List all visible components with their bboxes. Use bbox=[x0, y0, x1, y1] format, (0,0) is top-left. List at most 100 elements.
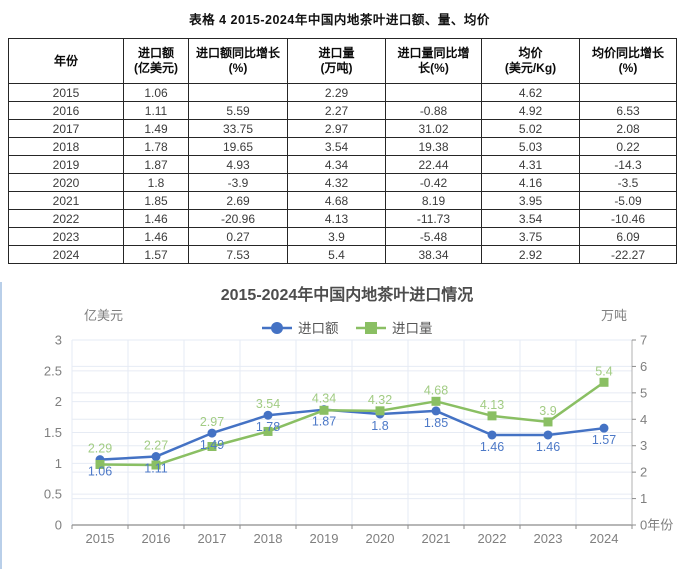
import-value-data-label: 1.57 bbox=[592, 433, 616, 447]
table-cell: 2017 bbox=[8, 119, 124, 138]
import-volume-data-label: 2.29 bbox=[88, 442, 112, 456]
table-cell: 38.34 bbox=[385, 245, 482, 264]
table-cell: -11.73 bbox=[385, 209, 482, 228]
table-row: 2020 1.8 -3.9 4.32 -0.42 4.16 -3.5 bbox=[8, 173, 677, 192]
legend-item-import-volume: 进口量 bbox=[392, 321, 433, 336]
table-cell: 3.9 bbox=[287, 227, 386, 246]
table-cell: 4.34 bbox=[287, 155, 386, 174]
import-volume-marker bbox=[487, 411, 497, 421]
table-row: 2019 1.87 4.93 4.34 22.44 4.31 -14.3 bbox=[8, 155, 677, 174]
table-cell: 1.46 bbox=[123, 227, 189, 246]
right-axis-tick-label: 0年份 bbox=[640, 518, 673, 533]
import-volume-marker bbox=[95, 459, 105, 469]
left-edge-line bbox=[0, 282, 2, 569]
table-header-cell: 年份 bbox=[8, 38, 124, 84]
right-axis-tick-label: 6 bbox=[640, 359, 647, 374]
right-axis-tick-label: 7 bbox=[640, 333, 647, 348]
import-value-marker bbox=[263, 410, 273, 420]
table-row: 2024 1.57 7.53 5.4 38.34 2.92 -22.27 bbox=[8, 245, 677, 264]
table-cell: 1.57 bbox=[123, 245, 189, 264]
table-cell: 3.95 bbox=[481, 191, 580, 210]
table-cell: 4.16 bbox=[481, 173, 580, 192]
x-axis-label: 2018 bbox=[254, 531, 283, 546]
table-cell: -5.48 bbox=[385, 227, 482, 246]
import-value-marker bbox=[207, 428, 217, 438]
table-cell: 33.75 bbox=[188, 119, 288, 138]
left-axis-tick-label: 0.5 bbox=[44, 487, 62, 502]
table-cell: 4.92 bbox=[481, 101, 580, 120]
right-axis-tick-label: 3 bbox=[640, 438, 647, 453]
table-cell: 0.22 bbox=[579, 137, 677, 156]
table-cell: 4.93 bbox=[188, 155, 288, 174]
table-cell: 2.97 bbox=[287, 119, 386, 138]
table-cell bbox=[579, 83, 677, 102]
table-cell: 1.87 bbox=[123, 155, 189, 174]
x-axis-label: 2020 bbox=[366, 531, 395, 546]
table-cell: 1.85 bbox=[123, 191, 189, 210]
table-cell: 2.08 bbox=[579, 119, 677, 138]
table-cell: 4.68 bbox=[287, 191, 386, 210]
table-cell: 2020 bbox=[8, 173, 124, 192]
table-row: 2022 1.46 -20.96 4.13 -11.73 3.54 -10.46 bbox=[8, 209, 677, 228]
table-cell: 4.62 bbox=[481, 83, 580, 102]
table-row: 2016 1.11 5.59 2.27 -0.88 4.92 6.53 bbox=[8, 101, 677, 120]
import-value-data-label: 1.46 bbox=[536, 440, 560, 454]
import-value-marker bbox=[431, 406, 441, 416]
table-cell: 0.27 bbox=[188, 227, 288, 246]
table-cell: 6.09 bbox=[579, 227, 677, 246]
import-value-marker bbox=[543, 430, 553, 440]
right-axis-tick-label: 1 bbox=[640, 491, 647, 506]
table-cell: 2015 bbox=[8, 83, 124, 102]
import-data-table: 年份 进口额 (亿美元) 进口额同比增长 (%) 进口量 (万吨) 进口量同比增 长(%) 均价(… bbox=[8, 38, 677, 264]
legend-square-icon bbox=[365, 322, 377, 334]
left-axis-title: 亿美元 bbox=[84, 308, 123, 323]
import-volume-marker bbox=[319, 405, 329, 415]
x-axis-label: 2022 bbox=[478, 531, 507, 546]
import-volume-data-label: 4.68 bbox=[424, 383, 448, 397]
import-volume-data-label: 4.34 bbox=[312, 392, 336, 406]
import-volume-marker bbox=[599, 377, 609, 387]
table-row: 2023 1.46 0.27 3.9 -5.48 3.75 6.09 bbox=[8, 227, 677, 246]
table-cell: 1.49 bbox=[123, 119, 189, 138]
table-cell: 2.69 bbox=[188, 191, 288, 210]
import-value-data-label: 1.06 bbox=[88, 465, 112, 479]
table-cell: -20.96 bbox=[188, 209, 288, 228]
import-value-data-label: 1.87 bbox=[312, 415, 336, 429]
table-cell: -3.5 bbox=[579, 173, 677, 192]
table-cell: -22.27 bbox=[579, 245, 677, 264]
left-axis-tick-label: 2.5 bbox=[44, 363, 62, 378]
right-axis-tick-label: 2 bbox=[640, 465, 647, 480]
x-axis-label: 2016 bbox=[142, 531, 171, 546]
left-axis-tick-label: 0 bbox=[55, 518, 62, 533]
table-cell: 3.75 bbox=[481, 227, 580, 246]
import-value-marker bbox=[599, 423, 609, 433]
import-volume-data-label: 5.4 bbox=[595, 364, 612, 378]
table-cell bbox=[188, 83, 288, 102]
table-cell: 4.32 bbox=[287, 173, 386, 192]
table-cell: 1.11 bbox=[123, 101, 189, 120]
table-cell: -0.88 bbox=[385, 101, 482, 120]
left-axis-tick-label: 2 bbox=[55, 394, 62, 409]
table-cell: 1.8 bbox=[123, 173, 189, 192]
table-cell: 19.38 bbox=[385, 137, 482, 156]
table-header-row: 年份 进口额 (亿美元) 进口额同比增长 (%) 进口量 (万吨) 进口量同比增 长(%) 均价(… bbox=[8, 38, 677, 84]
x-axis-label: 2019 bbox=[310, 531, 339, 546]
import-volume-data-label: 2.97 bbox=[200, 415, 224, 429]
table-header-cell: 均价同比增长 (%) bbox=[579, 38, 677, 84]
table-caption: 表格 4 2015-2024年中国内地茶叶进口额、量、均价 bbox=[189, 13, 490, 27]
table-cell: 2023 bbox=[8, 227, 124, 246]
import-value-data-label: 1.46 bbox=[480, 440, 504, 454]
right-axis-tick-label: 5 bbox=[640, 385, 647, 400]
table-cell: 2018 bbox=[8, 137, 124, 156]
table-row: 2015 1.06 2.29 4.62 bbox=[8, 83, 677, 102]
table-cell: 2024 bbox=[8, 245, 124, 264]
import-volume-marker bbox=[543, 417, 553, 427]
table-cell: 6.53 bbox=[579, 101, 677, 120]
left-axis-tick-label: 3 bbox=[55, 333, 62, 348]
table-cell: 5.59 bbox=[188, 101, 288, 120]
table-cell: 5.4 bbox=[287, 245, 386, 264]
import-volume-marker bbox=[207, 442, 217, 452]
right-axis-tick-label: 4 bbox=[640, 412, 647, 427]
import-volume-data-label: 3.9 bbox=[539, 404, 556, 418]
